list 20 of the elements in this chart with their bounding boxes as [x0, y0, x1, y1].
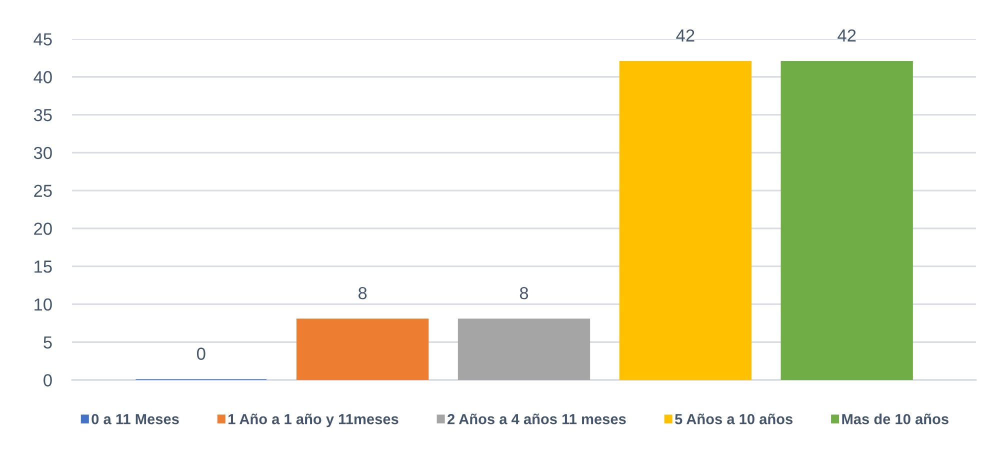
- data-label: 0: [196, 348, 206, 360]
- data-label: 8: [520, 286, 528, 300]
- y-tick-label: 25: [34, 184, 52, 198]
- legend-label: 0 a 11 Meses: [92, 414, 179, 424]
- y-tick-label: 0: [44, 374, 52, 386]
- data-label: 8: [358, 286, 367, 300]
- y-tick-label: 45: [34, 33, 52, 46]
- data-label: 42: [676, 29, 694, 42]
- legend-label: 1 Año a 1 año y 11meses: [228, 414, 398, 428]
- y-tick-label: 35: [34, 108, 52, 122]
- y-tick-label: 10: [34, 298, 52, 311]
- y-tick-label: 15: [34, 260, 52, 273]
- y-tick-label: 5: [44, 336, 52, 349]
- data-label: 42: [838, 29, 856, 42]
- y-tick-label: 20: [34, 222, 52, 235]
- y-tick-label: 30: [34, 146, 52, 160]
- legend-label: Mas de 10 años: [842, 414, 948, 424]
- legend-label: 2 Años a 4 años 11 meses: [448, 414, 626, 424]
- y-tick-label: 40: [34, 71, 52, 84]
- legend-label: 5 Años a 10 años: [674, 414, 793, 424]
